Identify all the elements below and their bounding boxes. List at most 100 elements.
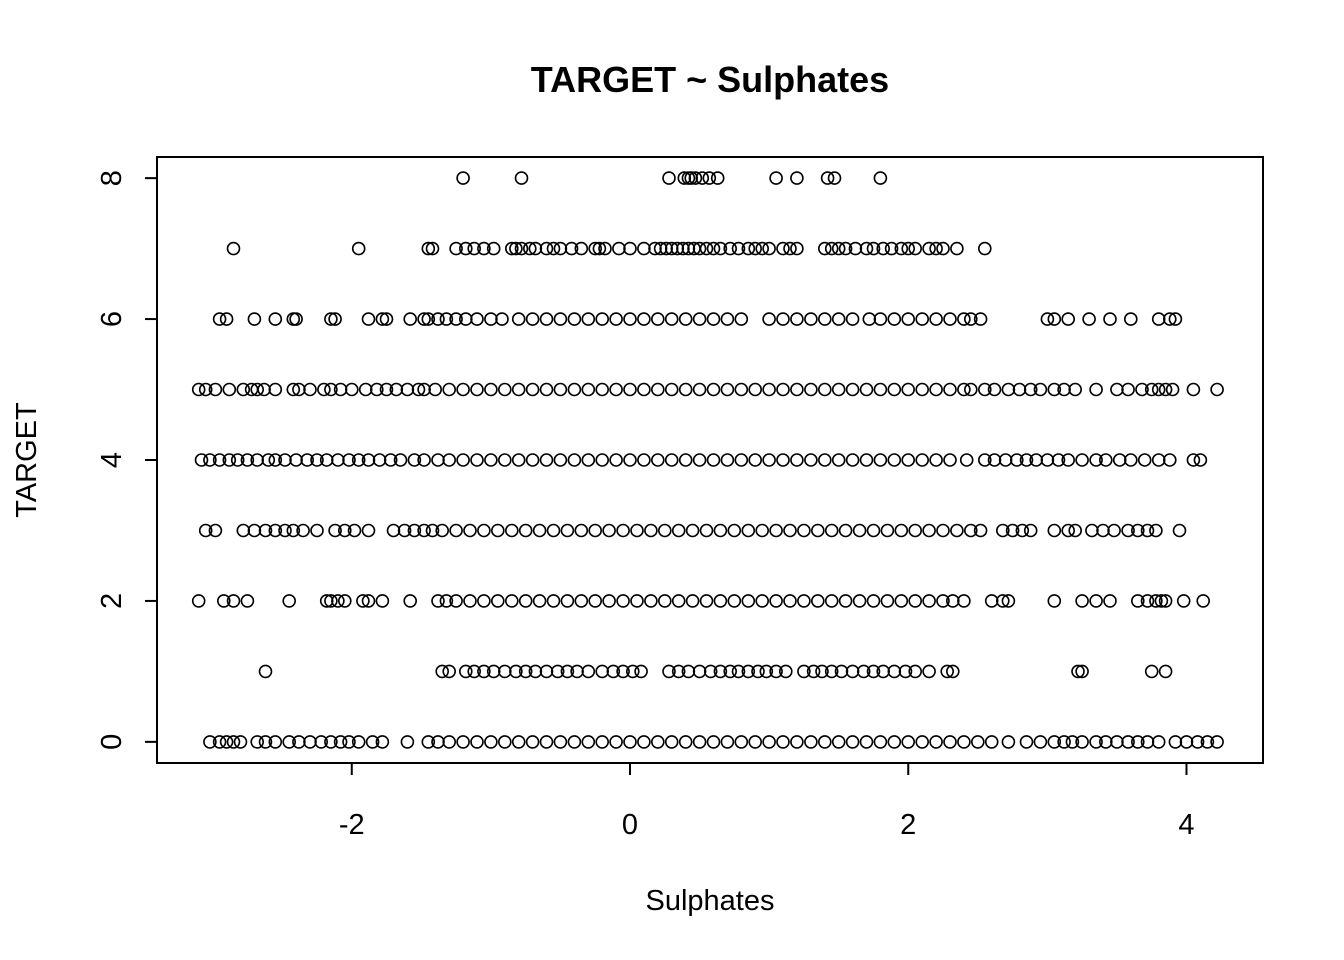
data-point [208,382,223,397]
data-point [848,241,863,256]
data-point [431,453,445,467]
data-point [703,664,718,679]
data-point [208,523,223,538]
data-point [442,382,457,397]
data-point [804,735,818,749]
data-point [677,171,692,185]
x-tick-label: 4 [1178,809,1194,841]
data-point [609,735,623,749]
data-point [741,594,756,608]
data-point [727,594,742,608]
data-point [490,523,505,538]
data-point [504,241,519,256]
data-point [219,312,234,326]
data-point [936,594,950,608]
data-point [887,312,902,326]
data-point [300,453,315,467]
data-point [1071,664,1085,679]
x-tick-label: 2 [900,809,916,841]
data-point [817,382,832,397]
data-point [588,241,603,256]
data-point [331,594,345,608]
data-point [539,664,554,679]
data-point [1110,382,1124,397]
data-point [289,312,303,326]
data-point [713,523,728,538]
data-point [1040,453,1055,467]
data-point [790,241,804,256]
data-point [592,241,607,256]
data-point [1057,735,1071,749]
data-point [1140,523,1155,538]
data-point [1015,523,1030,538]
data-point [449,312,463,326]
data-point [1110,735,1124,749]
data-point [650,382,665,397]
data-point [637,241,651,256]
data-point [509,241,523,256]
data-point [328,312,342,326]
data-point [650,312,665,326]
data-point [1149,523,1163,538]
data-point [1190,735,1205,749]
data-point [664,735,679,749]
data-point [247,523,262,538]
data-point [1158,382,1173,397]
data-point [470,735,484,749]
data-point [692,735,707,749]
data-point [1075,664,1089,679]
data-point [963,382,978,397]
data-point [477,241,491,256]
data-point [435,664,450,679]
data-point [365,735,380,749]
data-point [553,312,568,326]
data-point [887,382,902,397]
data-point [625,664,640,679]
data-point [1068,523,1082,538]
data-point [810,594,825,608]
data-point [342,453,356,467]
data-point [1089,735,1103,749]
data-point [706,312,721,326]
data-point [748,453,763,467]
data-point [518,594,533,608]
data-point [217,594,231,608]
data-point [783,523,797,538]
data-point [567,453,582,467]
data-point [929,241,943,256]
data-point [247,312,262,326]
data-point [824,241,839,256]
data-point [630,523,644,538]
data-point [824,523,839,538]
data-point [514,171,529,185]
data-point [623,453,637,467]
data-point [477,594,491,608]
data-point [250,735,265,749]
data-point [755,523,770,538]
data-point [226,594,241,608]
data-point [439,594,454,608]
data-point [692,453,707,467]
data-point [226,241,241,256]
data-point [1135,382,1149,397]
data-point [286,382,301,397]
data-point [762,382,776,397]
data-point [1065,735,1080,749]
data-point [1154,594,1169,608]
data-point [236,523,251,538]
data-point [268,523,283,538]
data-point [1001,594,1016,608]
data-point [553,735,568,749]
data-point [194,453,209,467]
data-point [303,735,317,749]
data-point [511,312,526,326]
data-point [379,382,394,397]
data-point [581,664,596,679]
data-point [425,523,440,538]
data-point [713,594,728,608]
data-point [1047,382,1062,397]
data-point [268,453,283,467]
data-point [504,523,519,538]
data-point [1061,453,1075,467]
data-point [859,382,874,397]
